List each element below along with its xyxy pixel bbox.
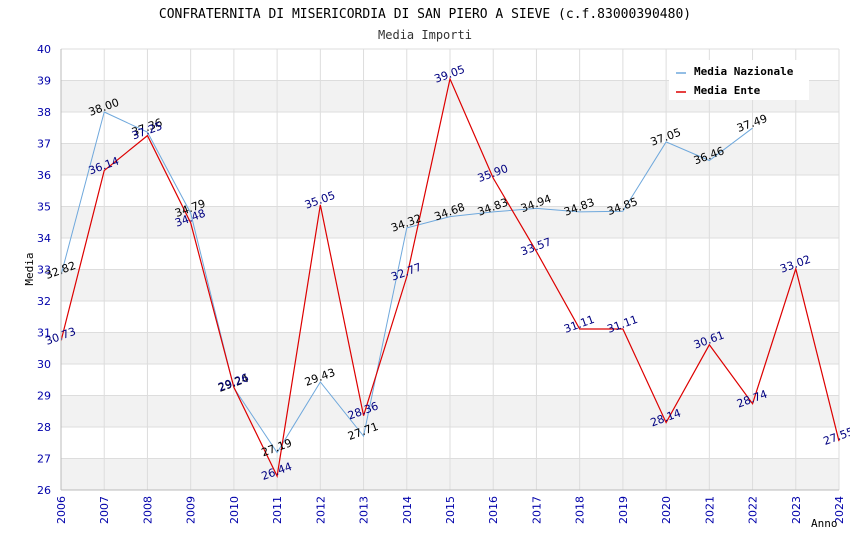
y-tick-label: 36 bbox=[37, 169, 51, 182]
y-tick-label: 30 bbox=[37, 358, 51, 371]
y-tick-label: 35 bbox=[37, 201, 51, 214]
y-tick-label: 38 bbox=[37, 106, 51, 119]
y-tick-label: 29 bbox=[37, 390, 51, 403]
y-tick-label: 27 bbox=[37, 453, 51, 466]
x-tick-label: 2022 bbox=[747, 496, 760, 524]
legend-box bbox=[669, 60, 809, 100]
x-tick-label: 2014 bbox=[401, 496, 414, 524]
x-tick-label: 2023 bbox=[790, 496, 803, 524]
x-tick-label: 2015 bbox=[444, 496, 457, 524]
legend: Media Nazionale Media Ente bbox=[669, 60, 809, 100]
plot-area: 26 27 28 29 30 31 32 33 34 35 36 37 38 39 40 2006 2007 20… bbox=[37, 43, 850, 524]
legend-label-ente: Media Ente bbox=[694, 84, 761, 97]
x-tick-label: 2019 bbox=[617, 496, 630, 524]
series-line-media-nazionale bbox=[60, 111, 753, 454]
y-tick-label: 32 bbox=[37, 295, 51, 308]
x-tick-label: 2017 bbox=[530, 496, 543, 524]
x-tick-label: 2009 bbox=[185, 496, 198, 524]
y-tick-label: 26 bbox=[37, 484, 51, 497]
y-tick-label: 33 bbox=[37, 264, 51, 277]
x-tick-label: 2010 bbox=[228, 496, 241, 524]
x-tick-label: 2013 bbox=[358, 496, 371, 524]
y-tick-label: 40 bbox=[37, 43, 51, 56]
x-axis-label: Anno bbox=[811, 517, 838, 530]
x-tick-label: 2012 bbox=[314, 496, 327, 524]
y-tick-label: 34 bbox=[37, 232, 51, 245]
x-tick-label: 2008 bbox=[141, 496, 154, 524]
y-tick-label: 37 bbox=[37, 138, 51, 151]
chart-title: CONFRATERNITA DI MISERICORDIA DI SAN PIE… bbox=[159, 7, 691, 22]
y-tick-label: 39 bbox=[37, 75, 51, 88]
y-tick-label: 28 bbox=[37, 421, 51, 434]
x-tick-label: 2016 bbox=[487, 496, 500, 524]
x-tick-label: 2018 bbox=[574, 496, 587, 524]
x-tick-label: 2006 bbox=[55, 496, 68, 524]
x-tick-label: 2020 bbox=[660, 496, 673, 524]
y-axis-label: Media bbox=[23, 252, 36, 285]
x-tick-label: 2007 bbox=[98, 496, 111, 524]
chart-subtitle: Media Importi bbox=[378, 28, 472, 42]
x-tick-label: 2024 bbox=[833, 496, 846, 524]
x-tick-label: 2021 bbox=[703, 496, 716, 524]
series-line-media-ente bbox=[60, 76, 840, 479]
legend-label-nazionale: Media Nazionale bbox=[694, 65, 794, 78]
y-tick-label: 31 bbox=[37, 327, 51, 340]
x-tick-label: 2011 bbox=[271, 496, 284, 524]
